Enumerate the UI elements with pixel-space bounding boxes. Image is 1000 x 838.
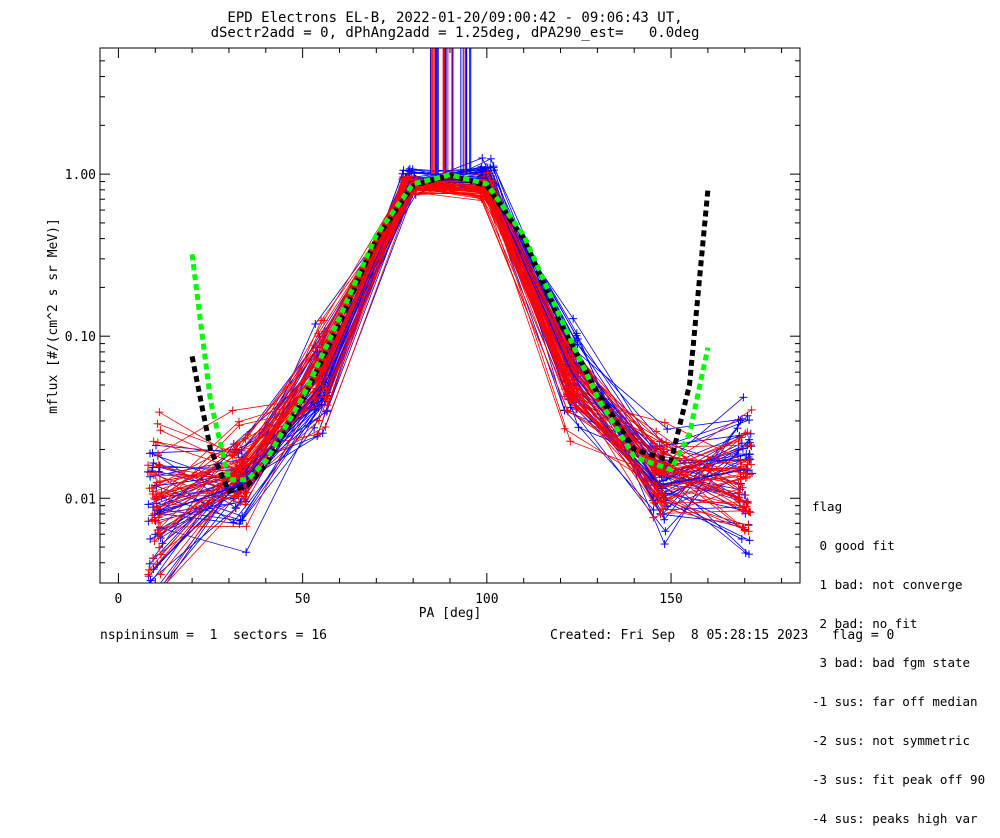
x-tick-label: 150 [659, 592, 682, 607]
spectrum-line [158, 184, 740, 536]
y-axis-title: mflux [#/(cm^2 s sr MeV)] [46, 218, 61, 414]
spectrum-line [148, 176, 739, 505]
spectrum-line [149, 172, 742, 583]
x-tick-label: 0 [115, 592, 123, 607]
spectrum-line [156, 190, 739, 498]
fit-curve-green [189, 172, 711, 483]
legend-item-not-symmetric: -2 sus: not symmetric [812, 733, 971, 748]
spectrum-line [147, 179, 747, 575]
legend-header: flag [812, 499, 843, 514]
x-tick-label: 50 [295, 592, 311, 607]
chart-title: EPD Electrons EL-B, 2022-01-20/09:00:42 … [227, 10, 683, 26]
series-line-base [155, 177, 745, 515]
spectrum-line [157, 179, 742, 474]
footer-created: Created: Fri Sep 8 05:28:15 2023 flag = … [550, 628, 895, 643]
spectrum-line [148, 180, 749, 571]
legend-item-far-off-median: -1 sus: far off median [812, 694, 978, 709]
x-tick-label: 100 [475, 592, 498, 607]
legend-item-peaks-high-var: -4 sus: peaks high var [812, 811, 978, 826]
y-tick-label: 1.00 [65, 168, 96, 183]
spectrum-line [156, 183, 744, 529]
spectrum-line [160, 168, 739, 583]
series-line-base [155, 185, 745, 499]
spectrum-line [155, 176, 744, 465]
legend-item-not-converge: 1 bad: not converge [812, 577, 963, 592]
data-layer [143, 48, 757, 583]
spectrum-line [163, 183, 749, 583]
legend-item-bad-fgm: 3 bad: bad fgm state [812, 655, 971, 670]
fit-layer [189, 172, 711, 494]
spectrum-line [153, 185, 748, 478]
spectrum-line [163, 171, 739, 583]
legend-item-no-fit: 2 bad: no fit [812, 616, 918, 631]
chart-subtitle: dSectr2add = 0, dPhAng2add = 1.25deg, dP… [210, 25, 700, 41]
legend-item-fit-peak-off-90: -3 sus: fit peak off 90 [812, 772, 986, 787]
legend-item-good-fit: 0 good fit [812, 538, 895, 553]
x-axis-title: PA [deg] [419, 606, 482, 621]
spectrum-line [157, 186, 743, 531]
footer-spin-info: nspininsum = 1 sectors = 16 [100, 628, 327, 643]
flag-legend: flag 0 good fit 1 bad: not converge 2 ba… [812, 474, 985, 838]
chart-plot: 0 50 100 150 0.01 0.10 1.00 PA [deg] mflux [#/… [46, 47, 801, 621]
y-tick-label: 0.10 [65, 330, 96, 345]
fit-curve-black [189, 173, 711, 494]
spectrum-line [166, 181, 746, 583]
spectrum-line [165, 186, 746, 583]
y-tick-label: 0.01 [65, 492, 96, 507]
axes-layer: 0 50 100 150 0.01 0.10 1.00 [65, 47, 800, 607]
spectrum-line [156, 183, 748, 508]
